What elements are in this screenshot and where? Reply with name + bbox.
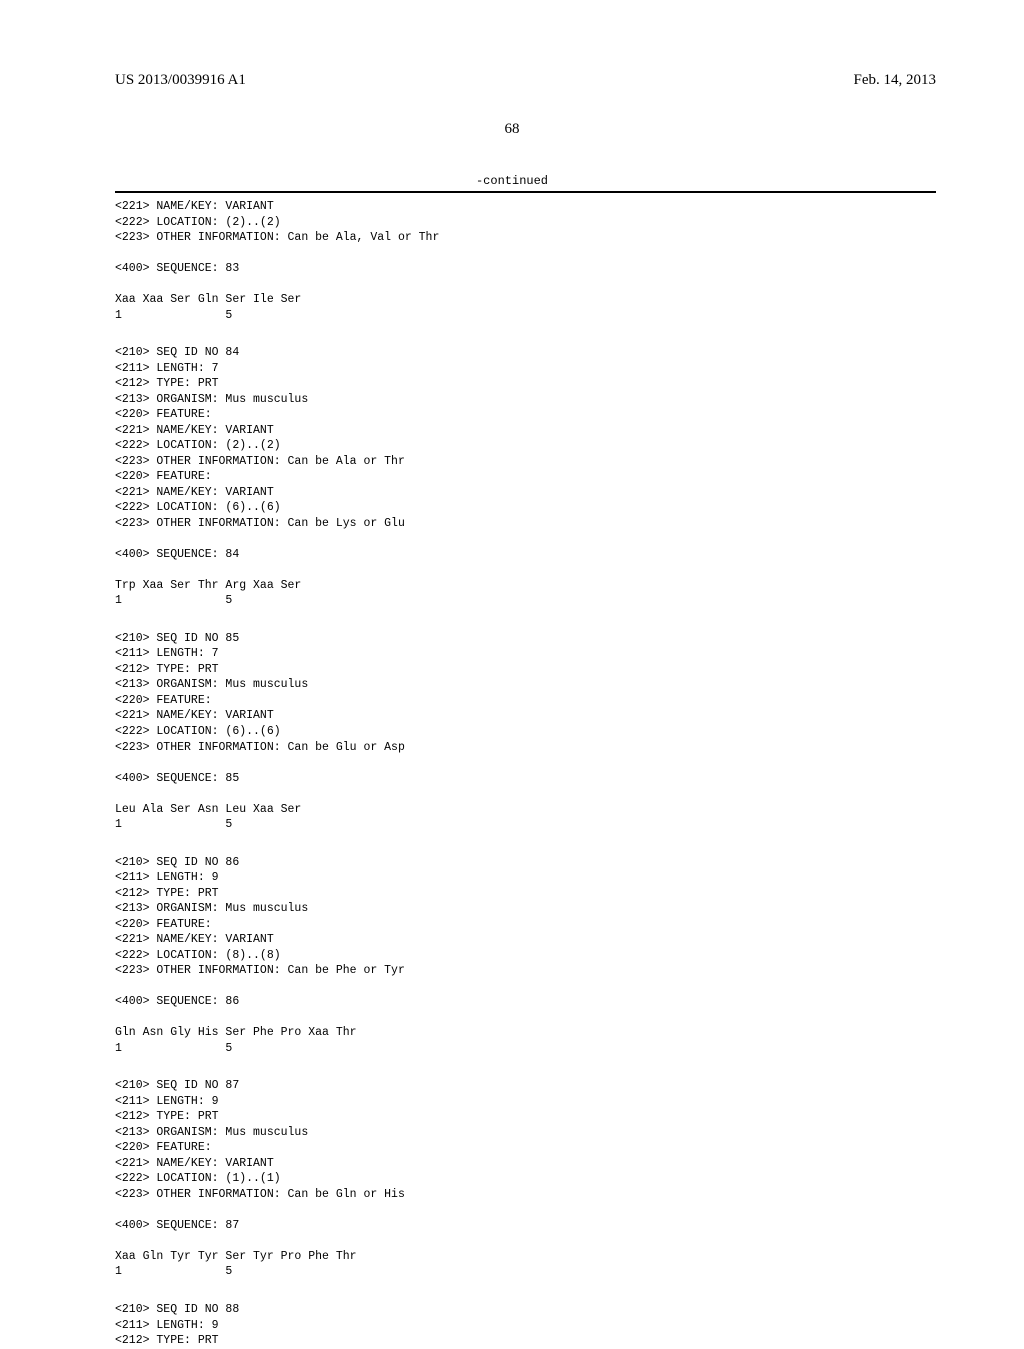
sequence-line: <213> ORGANISM: Mus musculus xyxy=(115,392,936,408)
sequence-line: <212> TYPE: PRT xyxy=(115,1333,936,1349)
sequence-line: <220> FEATURE: xyxy=(115,1140,936,1156)
sequence-line: <210> SEQ ID NO 87 xyxy=(115,1078,936,1094)
sequence-line: <212> TYPE: PRT xyxy=(115,886,936,902)
sequence-line: <212> TYPE: PRT xyxy=(115,662,936,678)
sequence-line: 1 5 xyxy=(115,817,936,833)
page-number: 68 xyxy=(0,121,1024,138)
sequence-line: Leu Ala Ser Asn Leu Xaa Ser xyxy=(115,802,936,818)
sequence-line: <223> OTHER INFORMATION: Can be Lys or G… xyxy=(115,516,936,532)
sequence-line: <400> SEQUENCE: 84 xyxy=(115,547,936,563)
sequence-line: <211> LENGTH: 9 xyxy=(115,870,936,886)
sequence-block: <210> SEQ ID NO 84<211> LENGTH: 7<212> T… xyxy=(115,345,936,609)
sequence-line: <221> NAME/KEY: VARIANT xyxy=(115,1156,936,1172)
sequence-line xyxy=(115,277,936,293)
sequence-line: <221> NAME/KEY: VARIANT xyxy=(115,485,936,501)
sequence-line: <223> OTHER INFORMATION: Can be Gln or H… xyxy=(115,1187,936,1203)
sequence-line: <223> OTHER INFORMATION: Can be Phe or T… xyxy=(115,963,936,979)
sequence-line: Xaa Gln Tyr Tyr Ser Tyr Pro Phe Thr xyxy=(115,1249,936,1265)
sequence-line: <212> TYPE: PRT xyxy=(115,1109,936,1125)
sequence-line: Xaa Xaa Ser Gln Ser Ile Ser xyxy=(115,292,936,308)
sequence-line xyxy=(115,531,936,547)
sequence-line: <211> LENGTH: 9 xyxy=(115,1094,936,1110)
sequence-line: Gln Asn Gly His Ser Phe Pro Xaa Thr xyxy=(115,1025,936,1041)
sequence-line xyxy=(115,246,936,262)
sequence-line: 1 5 xyxy=(115,1264,936,1280)
sequence-line xyxy=(115,979,936,995)
sequence-line xyxy=(115,786,936,802)
sequence-line: <213> ORGANISM: Mus musculus xyxy=(115,677,936,693)
sequence-line: <222> LOCATION: (6)..(6) xyxy=(115,724,936,740)
sequence-line xyxy=(115,1202,936,1218)
sequence-line: <210> SEQ ID NO 86 xyxy=(115,855,936,871)
sequence-line: <400> SEQUENCE: 85 xyxy=(115,771,936,787)
sequence-line: <213> ORGANISM: Mus musculus xyxy=(115,1125,936,1141)
sequence-line: <400> SEQUENCE: 86 xyxy=(115,994,936,1010)
sequence-block: <221> NAME/KEY: VARIANT<222> LOCATION: (… xyxy=(115,199,936,323)
sequence-line: <220> FEATURE: xyxy=(115,693,936,709)
sequence-line: <223> OTHER INFORMATION: Can be Ala or T… xyxy=(115,454,936,470)
sequence-line: <222> LOCATION: (2)..(2) xyxy=(115,215,936,231)
sequence-line: <210> SEQ ID NO 84 xyxy=(115,345,936,361)
sequence-line xyxy=(115,562,936,578)
sequence-line: Trp Xaa Ser Thr Arg Xaa Ser xyxy=(115,578,936,594)
sequence-line: <222> LOCATION: (8)..(8) xyxy=(115,948,936,964)
sequence-block: <210> SEQ ID NO 88<211> LENGTH: 9<212> T… xyxy=(115,1302,936,1349)
sequence-line: <212> TYPE: PRT xyxy=(115,376,936,392)
sequence-line: <213> ORGANISM: Mus musculus xyxy=(115,901,936,917)
sequence-line: <221> NAME/KEY: VARIANT xyxy=(115,423,936,439)
sequence-line: <400> SEQUENCE: 83 xyxy=(115,261,936,277)
sequence-line xyxy=(115,755,936,771)
sequence-line: <222> LOCATION: (6)..(6) xyxy=(115,500,936,516)
publication-number: US 2013/0039916 A1 xyxy=(115,72,246,89)
sequence-line: <211> LENGTH: 7 xyxy=(115,361,936,377)
sequence-line: <400> SEQUENCE: 87 xyxy=(115,1218,936,1234)
sequence-line xyxy=(115,1233,936,1249)
sequence-line: 1 5 xyxy=(115,1041,936,1057)
sequence-line: <211> LENGTH: 7 xyxy=(115,646,936,662)
page-header: US 2013/0039916 A1 Feb. 14, 2013 xyxy=(0,0,1024,89)
sequence-line xyxy=(115,1010,936,1026)
sequence-line: 1 5 xyxy=(115,308,936,324)
sequence-line: <221> NAME/KEY: VARIANT xyxy=(115,932,936,948)
sequence-line: <220> FEATURE: xyxy=(115,469,936,485)
sequence-line: 1 5 xyxy=(115,593,936,609)
sequence-line: <210> SEQ ID NO 85 xyxy=(115,631,936,647)
sequence-line: <222> LOCATION: (1)..(1) xyxy=(115,1171,936,1187)
sequence-line: <210> SEQ ID NO 88 xyxy=(115,1302,936,1318)
sequence-line: <220> FEATURE: xyxy=(115,407,936,423)
sequence-line: <223> OTHER INFORMATION: Can be Glu or A… xyxy=(115,740,936,756)
sequence-line: <222> LOCATION: (2)..(2) xyxy=(115,438,936,454)
sequence-block: <210> SEQ ID NO 86<211> LENGTH: 9<212> T… xyxy=(115,855,936,1057)
sequence-line: <221> NAME/KEY: VARIANT xyxy=(115,199,936,215)
sequence-line: <220> FEATURE: xyxy=(115,917,936,933)
sequence-listing-content: <221> NAME/KEY: VARIANT<222> LOCATION: (… xyxy=(0,193,1024,1349)
sequence-block: <210> SEQ ID NO 87<211> LENGTH: 9<212> T… xyxy=(115,1078,936,1280)
sequence-line: <221> NAME/KEY: VARIANT xyxy=(115,708,936,724)
publication-date: Feb. 14, 2013 xyxy=(854,72,937,89)
sequence-block: <210> SEQ ID NO 85<211> LENGTH: 7<212> T… xyxy=(115,631,936,833)
continued-label: -continued xyxy=(0,174,1024,188)
sequence-line: <223> OTHER INFORMATION: Can be Ala, Val… xyxy=(115,230,936,246)
